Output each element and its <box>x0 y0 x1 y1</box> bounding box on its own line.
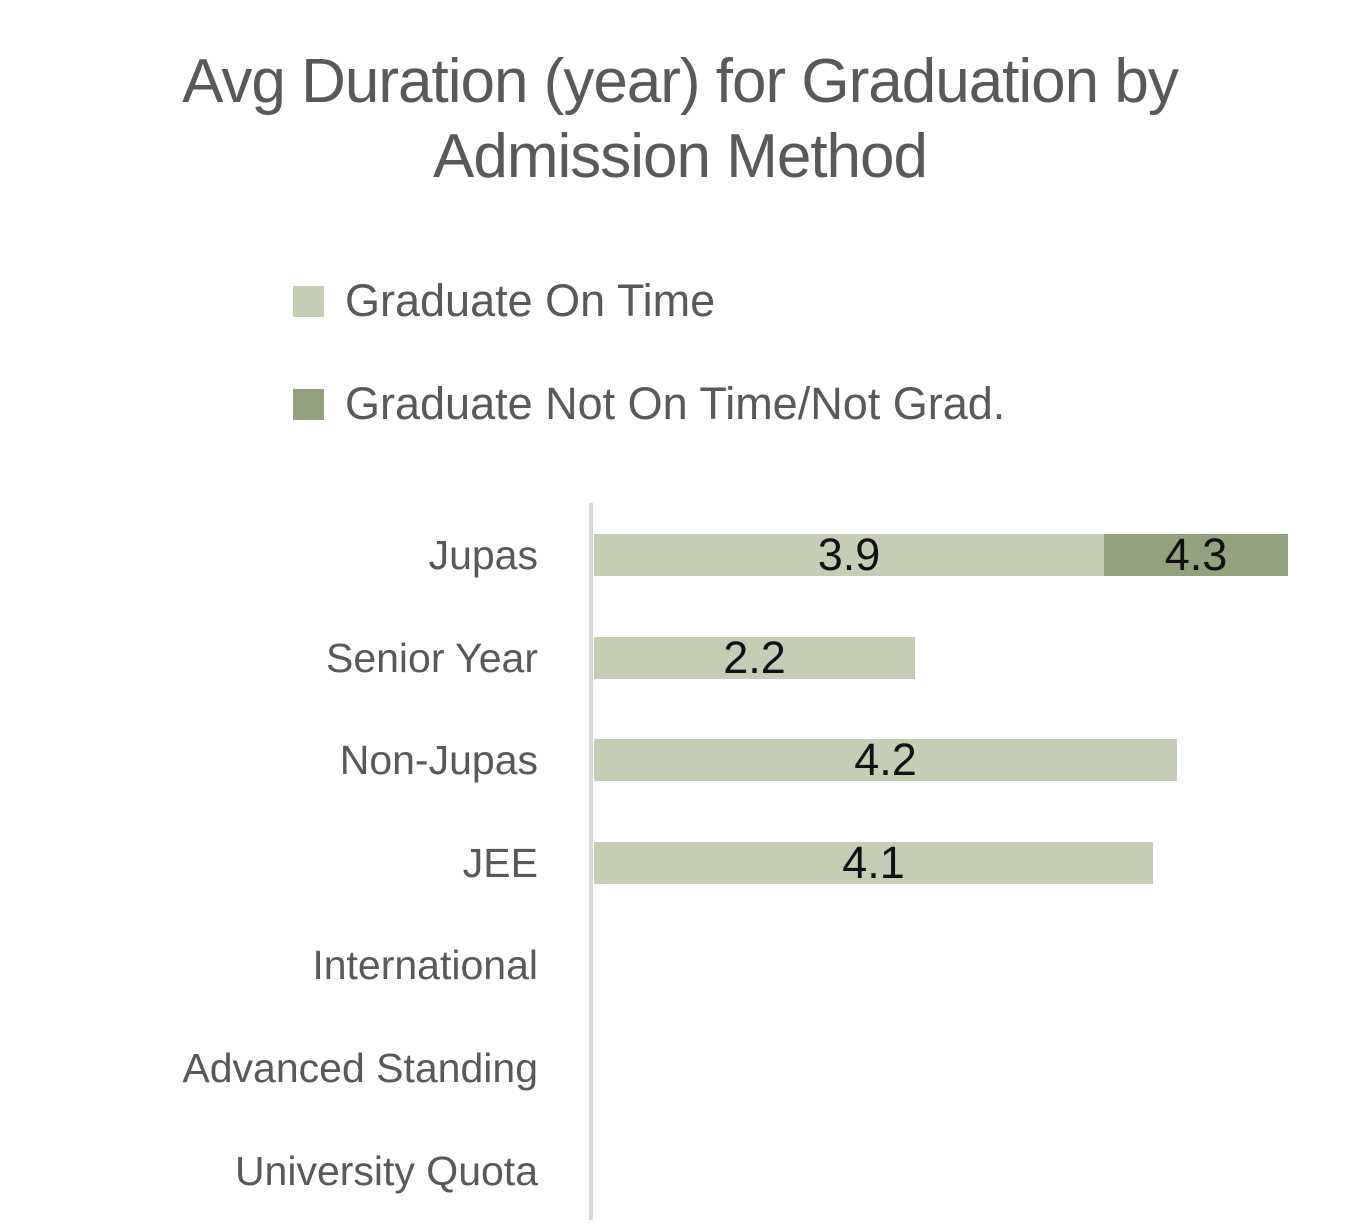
bar-segment-graduate-not-on-time-not-grad-: 4.3 <box>1104 529 1288 580</box>
category-label-jupas: Jupas <box>428 532 538 578</box>
bar-row-jupas: 3.9 4.3 <box>594 529 1288 580</box>
chart-title: Avg Duration (year) for Graduation by Ad… <box>0 44 1360 194</box>
bar-row-non-jupas: 4.2 <box>594 734 1177 785</box>
bar-segment-graduate-on-time: 3.9 <box>594 529 1104 580</box>
category-label-senior-year: Senior Year <box>325 634 538 681</box>
bar-row-jee: 4.1 <box>594 837 1153 888</box>
legend-item-graduate-not-on-time: Graduate Not On Time/Not Grad. <box>293 378 1005 429</box>
bar-value-label: 4.1 <box>842 836 905 888</box>
bar-value-label: 4.3 <box>1164 529 1228 580</box>
category-label-jee: JEE <box>462 839 538 886</box>
category-label-university-quota: University Quota <box>234 1147 538 1194</box>
y-axis-line <box>589 503 593 1220</box>
bar-value-label: 3.9 <box>817 529 881 580</box>
legend-label-on-time: Graduate On Time <box>345 275 716 326</box>
category-label-international: International <box>312 942 538 989</box>
bar-segment-graduate-on-time: 4.1 <box>594 837 1153 888</box>
legend-swatch-on-time-icon <box>293 285 324 317</box>
bar-value-label: 2.2 <box>723 631 786 683</box>
chart-title-line-2: Admission Method <box>432 122 928 191</box>
chart-title-line-1: Avg Duration (year) for Graduation by <box>182 47 1179 116</box>
category-label-non-jupas: Non-Jupas <box>339 737 538 784</box>
legend-item-graduate-on-time: Graduate On Time <box>293 275 1005 326</box>
bar-value-label: 4.2 <box>854 734 917 786</box>
bar-segment-graduate-on-time: 4.2 <box>594 734 1177 785</box>
bar-row-senior-year: 2.2 <box>594 632 915 683</box>
category-label-advanced-standing: Advanced Standing <box>182 1045 538 1091</box>
legend-label-not-on-time: Graduate Not On Time/Not Grad. <box>345 378 1006 429</box>
bar-segment-graduate-on-time: 2.2 <box>594 632 915 683</box>
legend-swatch-not-on-time-icon <box>293 388 324 420</box>
legend: Graduate On Time Graduate Not On Time/No… <box>293 275 1005 429</box>
